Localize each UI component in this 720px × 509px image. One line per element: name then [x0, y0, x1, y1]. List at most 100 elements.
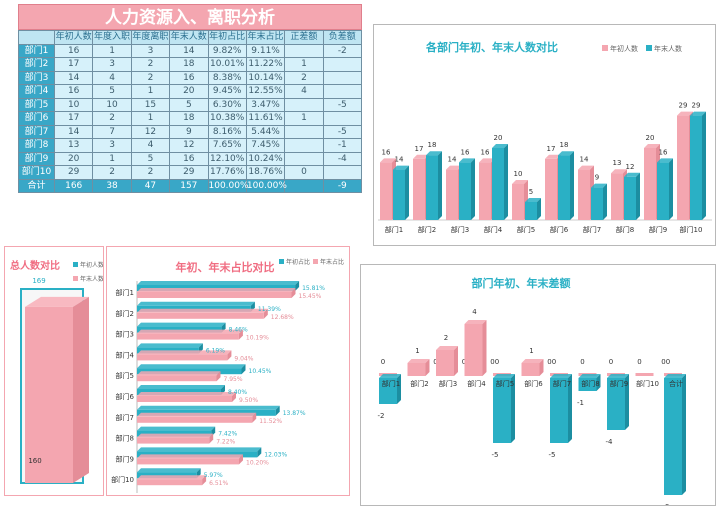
table-cell: 1 [284, 57, 324, 72]
bar-opening-share-6-top [137, 385, 225, 389]
bar-opening-share-2-top [137, 301, 255, 306]
headcount-comparison-chart: 各部门年初、年末人数对比 年初人数 年末人数 16 14 部门1 17 18 部门2 14 16 部门… [373, 24, 716, 246]
table-cell: 16 [169, 70, 209, 85]
total-headcount-chart: 总人数对比 年初人数 年末人数 169 160 [4, 246, 104, 496]
bar-closing-8-side [636, 172, 640, 220]
bar-opening-7-top [578, 165, 594, 170]
data-label: -5 [549, 451, 556, 459]
table-cell: 4 [92, 70, 132, 85]
data-label: 10.19% [246, 335, 269, 342]
table-cell: 1 [92, 43, 132, 58]
bar-negative-5-top [493, 374, 515, 378]
table-cell: 部门3 [18, 70, 55, 85]
bar-positive-3-side [454, 346, 458, 376]
chart-title: 年初、年末占比对比 [176, 260, 275, 274]
data-label: 0 [580, 358, 584, 366]
data-label: 1 [415, 347, 419, 355]
category-label: 部门9 [610, 379, 628, 388]
table-total-cell: 100.00% [207, 178, 249, 193]
bar-closing-9-side [669, 158, 673, 220]
data-label: 7.42% [218, 431, 237, 438]
table-cell: 部门9 [18, 151, 55, 166]
data-label: 2 [444, 334, 448, 342]
table-cell: 5 [130, 151, 171, 166]
table-cell: 3 [130, 43, 171, 58]
category-label: 部门3 [116, 330, 134, 339]
bar-positive-2 [407, 363, 426, 376]
bar-opening-share-8-top [137, 426, 216, 431]
bar-closing-4 [492, 148, 504, 220]
bar-closing-total [25, 306, 73, 483]
bar-opening-1 [380, 162, 392, 220]
data-label: 6.19% [206, 347, 225, 354]
chart-title: 各部门年初、年末人数对比 [425, 40, 558, 54]
data-label: 0 [462, 358, 466, 366]
data-label: 0 [490, 358, 494, 366]
table-cell: 2 [92, 165, 132, 180]
bar-opening-share-9-side [257, 447, 262, 458]
share-comparison-chart: 年初、年末占比对比 年初占比 年末占比 15.81% 15.45% 部门1 11.39% 12… [106, 246, 350, 496]
bar-positive-4-side [482, 320, 487, 376]
bar-closing-3-side [471, 158, 475, 220]
bar-closing-share-4 [137, 354, 228, 361]
table-cell: 13 [53, 138, 94, 153]
table-title: 人力资源入、离职分析 [18, 4, 362, 30]
table-cell: 18 [169, 57, 209, 72]
data-label: 7.22% [216, 439, 235, 446]
legend-label: 年末人数 [654, 44, 682, 53]
table-cell [322, 165, 363, 180]
bar-positive-2-side [425, 359, 430, 376]
legend-swatch-a [73, 262, 78, 267]
table-cell: 2 [130, 57, 171, 72]
bar-closing-share-7 [137, 416, 253, 423]
bar-negative-5 [493, 378, 511, 443]
table-cell: 8.38% [207, 70, 247, 85]
table-total-cell [284, 178, 324, 193]
table-cell: 12.55% [245, 84, 286, 99]
bar-positive-2-top [407, 359, 430, 363]
bar-closing-7-top [591, 183, 607, 188]
data-label: 0 [609, 358, 613, 366]
legend-label: 年初占比 [286, 258, 310, 266]
table-cell: 18.76% [245, 165, 286, 180]
bar-closing-total-top [25, 296, 89, 307]
bar-closing-2 [426, 155, 438, 220]
bar-closing-4-side [504, 144, 508, 220]
bar-closing-9-top [657, 158, 673, 163]
table-cell: 4 [284, 84, 324, 99]
bar-opening-1-top [380, 158, 396, 163]
bar-closing-share-10 [137, 479, 203, 486]
table-cell: -2 [322, 43, 363, 58]
category-label: 部门10 [680, 225, 703, 234]
bar-closing-share-7-top [137, 412, 257, 417]
bar-closing-5-side [537, 198, 541, 220]
table-cell: 部门8 [18, 138, 55, 153]
category-label: 部门9 [649, 225, 667, 234]
table-cell [284, 151, 324, 166]
table-cell: 17 [53, 111, 94, 126]
data-label: 13 [613, 159, 622, 167]
bar-closing-share-3 [137, 333, 239, 340]
chart-title: 总人数对比 [10, 259, 60, 272]
table-cell: 14 [53, 70, 94, 85]
bar-opening-9-top [644, 144, 660, 148]
table-row: 部门3 14 4 2 16 8.38% 10.14% 2 [18, 70, 363, 85]
data-label: 1 [529, 347, 533, 355]
category-label: 部门1 [382, 379, 400, 388]
bar-opening-4 [479, 162, 491, 220]
bar-closing-10-top [690, 111, 706, 116]
table-header-row: 年初人数 年度入职 年度离职 年末人数 年初占比 年末占比 正差额 负差额 [18, 30, 363, 45]
data-label: 0 [433, 358, 437, 366]
bar-closing-share-6 [137, 396, 232, 402]
data-label: 12.03% [264, 451, 287, 458]
legend-label: 年初人数 [80, 261, 103, 269]
table-row: 部门10 29 2 2 29 17.76% 18.76% 0 [18, 165, 363, 180]
bar-closing-share-6-side [232, 392, 236, 402]
table-total-cell: -9 [322, 178, 363, 193]
bar-opening-5-top [512, 180, 528, 184]
category-label: 部门8 [581, 379, 599, 388]
bar-positive-3-top [436, 346, 458, 350]
chart-title: 部门年初、年末差额 [472, 276, 571, 290]
table-cell: 9.82% [207, 43, 247, 58]
bar-closing-2-side [438, 151, 442, 220]
